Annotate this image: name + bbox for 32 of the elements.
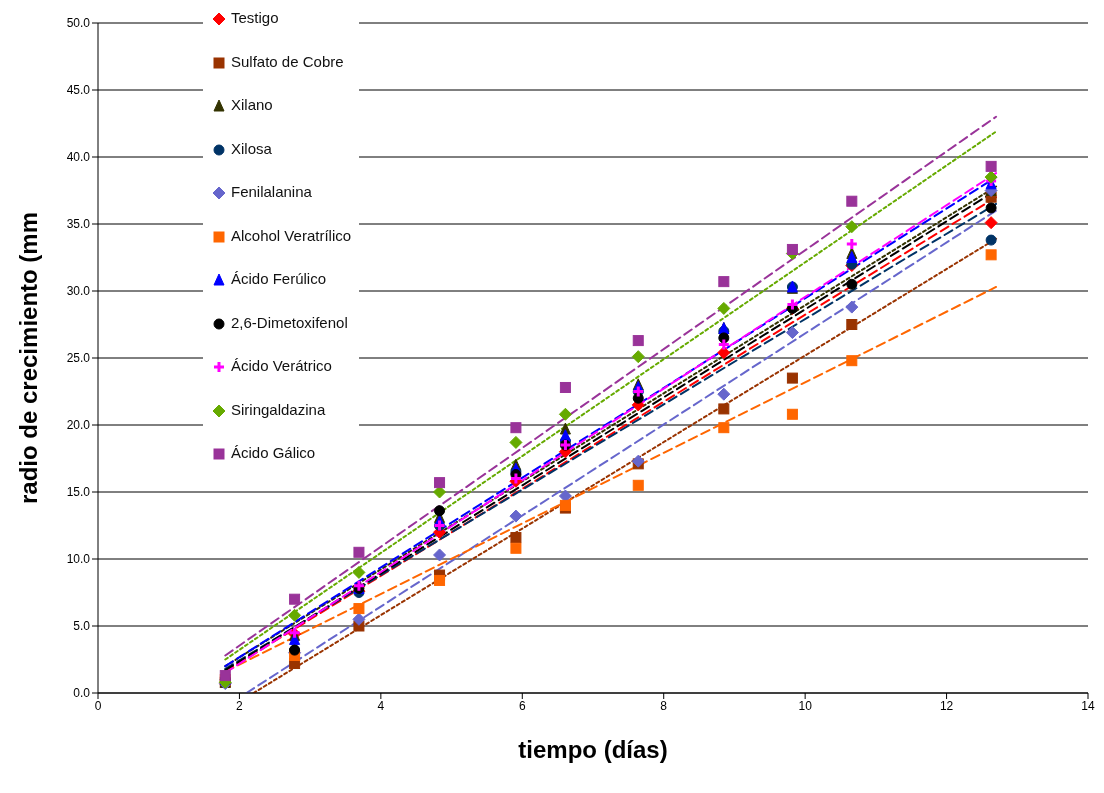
y-tick-label: 5.0 <box>73 619 91 634</box>
y-tick-label: 15.0 <box>66 485 91 500</box>
y-tick-label: 30.0 <box>66 284 91 299</box>
y-tick-label: 20.0 <box>66 418 91 433</box>
y-tick-label: 45.0 <box>66 83 91 98</box>
legend-label: 2,6-Dimetoxifenol <box>230 312 349 333</box>
x-tick-label: 0 <box>94 698 102 713</box>
y-tick-label: 50.0 <box>66 16 91 31</box>
legend-label: Ácido Gálico <box>230 443 317 463</box>
x-tick-label: 12 <box>939 698 954 713</box>
y-tick-label: 35.0 <box>66 217 91 232</box>
y-tick-label: 40.0 <box>66 150 91 165</box>
x-tick-label: 10 <box>798 698 813 713</box>
legend-label: Ácido Verátrico <box>230 356 333 376</box>
legend-label: Testigo <box>230 8 280 28</box>
legend-label: Ácido Ferúlico <box>230 269 328 289</box>
x-tick-label: 8 <box>660 698 668 713</box>
legend-label: Alcohol Veratrílico <box>230 225 352 246</box>
y-axis-title: radio de crecimiento (mm <box>14 211 42 505</box>
legend-label: Fenilalanina <box>230 182 313 202</box>
y-tick-label: 25.0 <box>66 351 91 366</box>
legend-label: Xilano <box>230 95 274 115</box>
x-tick-label: 4 <box>377 698 385 713</box>
legend-label: Xilosa <box>230 138 273 159</box>
x-axis-title: tiempo (días) <box>518 736 668 763</box>
x-tick-label: 14 <box>1081 698 1095 713</box>
legend-label: Siringaldazina <box>230 399 327 420</box>
y-tick-label: 10.0 <box>66 552 91 567</box>
x-tick-label: 6 <box>518 698 526 713</box>
y-tick-label: 0.0 <box>73 686 91 701</box>
x-tick-label: 2 <box>236 698 244 713</box>
legend-label: Sulfato de Cobre <box>230 51 345 72</box>
